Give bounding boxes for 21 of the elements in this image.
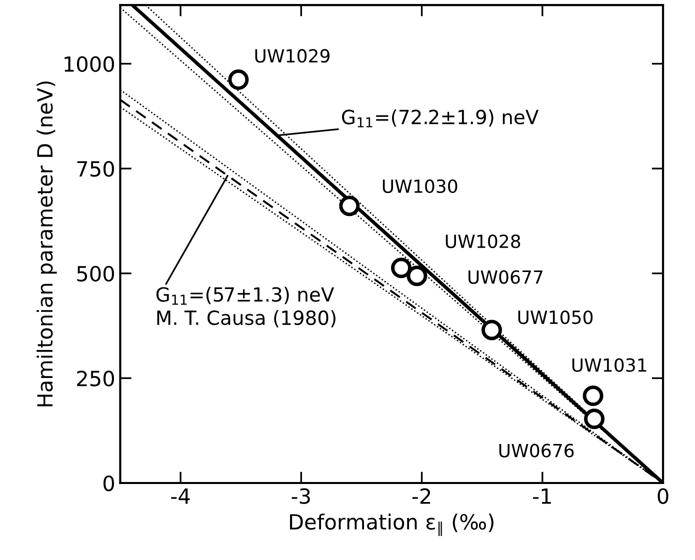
- x-tick-label: 0: [658, 488, 668, 504]
- annotation: UW1028: [446, 234, 520, 248]
- annotation: G$_{11}$=(57±1.3) neV M. T. Causa (1980): [156, 286, 336, 328]
- x-tick-label: -4: [171, 488, 190, 504]
- x-tick-label: -3: [292, 488, 310, 504]
- y-tick-label: 500: [77, 266, 114, 282]
- x-tick-label: -1: [533, 488, 551, 504]
- y-tick-label: 250: [77, 370, 114, 386]
- x-tick-label: -2: [412, 488, 430, 504]
- annotation: UW0676: [499, 444, 574, 458]
- y-tick-label: 750: [77, 161, 114, 177]
- y-axis-title: Hamiltonian parameter D (neV): [36, 82, 57, 406]
- y-tick-label: 0: [103, 475, 114, 492]
- annotation: UW1029: [255, 49, 330, 63]
- annotation: UW1030: [382, 179, 458, 194]
- y-tick-label: 1000: [64, 56, 114, 72]
- x-axis-title: Deformation ε$_{∥}$ (‰): [290, 514, 494, 536]
- annotation: UW0677: [468, 270, 542, 284]
- annotation: UW1050: [518, 310, 593, 324]
- annotation: UW1031: [572, 358, 646, 372]
- annotation: G$_{11}$=(72.2±1.9) neV: [342, 109, 539, 128]
